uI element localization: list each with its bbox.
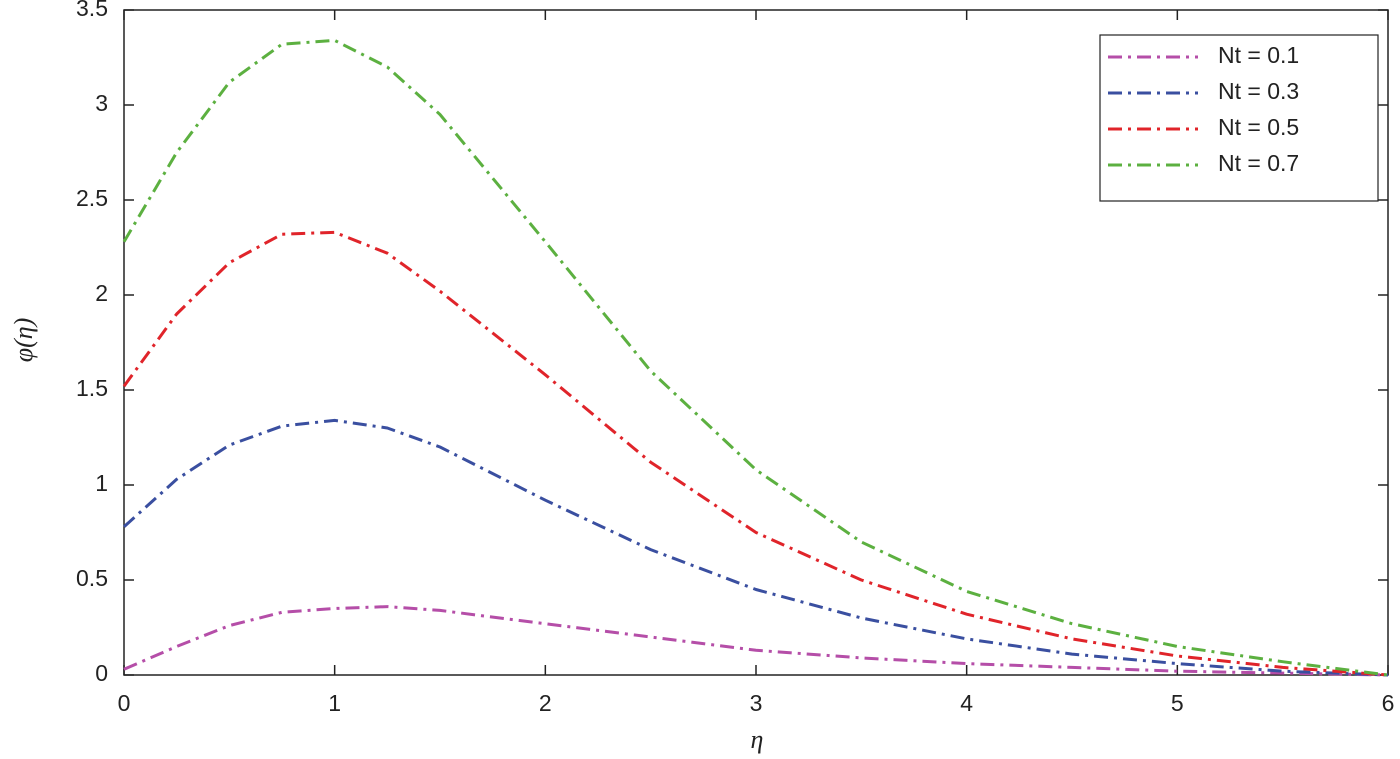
x-tick-label: 0 [118,690,131,716]
y-tick-label: 2.5 [76,185,108,211]
y-axis-label: φ(η) [9,318,38,363]
y-tick-label: 1.5 [76,375,108,401]
legend-box [1099,34,1379,202]
legend-label: Nt = 0.5 [1218,114,1299,140]
y-tick-label: 2 [95,280,108,306]
legend-label: Nt = 0.7 [1218,150,1299,176]
x-tick-label: 3 [750,690,763,716]
x-tick-label: 6 [1382,690,1395,716]
y-tick-label: 0.5 [76,565,108,591]
legend: Nt = 0.1 Nt = 0.3 Nt = 0.5 Nt = 0.7 [1099,34,1379,202]
data-line [122,38,1389,677]
y-tick-label: 1 [95,470,108,496]
x-tick-label: 4 [960,690,973,716]
data-line [122,418,1389,677]
data-line [122,230,1389,677]
y-tick-label: 3 [95,90,108,116]
y-tick-label: 0 [95,660,108,686]
legend-label: Nt = 0.3 [1218,78,1299,104]
data-line [123,605,1389,677]
y-tick-label: 3.5 [76,0,108,21]
x-tick-label: 2 [539,690,552,716]
x-tick-label: 5 [1171,690,1184,716]
x-axis-label: η [751,725,764,754]
legend-label: Nt = 0.1 [1218,42,1299,68]
x-tick-label: 1 [328,690,341,716]
